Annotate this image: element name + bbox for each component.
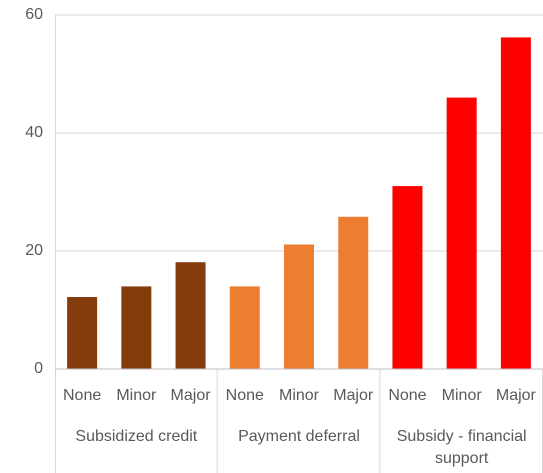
bar <box>446 97 477 369</box>
x-tick-label: None <box>226 387 264 404</box>
bar <box>175 262 206 369</box>
x-tick-label: Major <box>333 387 374 404</box>
group-label: Subsidy - financial support <box>396 428 527 467</box>
x-tick-label: Minor <box>279 387 320 404</box>
x-tick-label: Minor <box>116 387 157 404</box>
x-tick-label: Major <box>496 387 537 404</box>
bar <box>121 286 152 369</box>
group-label: Subsidized credit <box>75 428 198 445</box>
bar <box>229 286 260 369</box>
group-label: Payment deferral <box>238 428 360 445</box>
y-tick-label: 60 <box>25 6 43 23</box>
x-tick-label: Major <box>171 387 212 404</box>
y-tick-label: 40 <box>25 124 43 141</box>
bar <box>67 297 98 369</box>
x-tick-label: None <box>388 387 426 404</box>
y-tick-label: 0 <box>34 360 43 377</box>
bar <box>338 216 369 369</box>
y-tick-label: 20 <box>25 242 43 259</box>
x-tick-label: Minor <box>442 387 483 404</box>
bar <box>500 37 531 370</box>
bar <box>392 186 423 369</box>
x-tick-label: None <box>63 387 101 404</box>
bar <box>284 244 314 369</box>
